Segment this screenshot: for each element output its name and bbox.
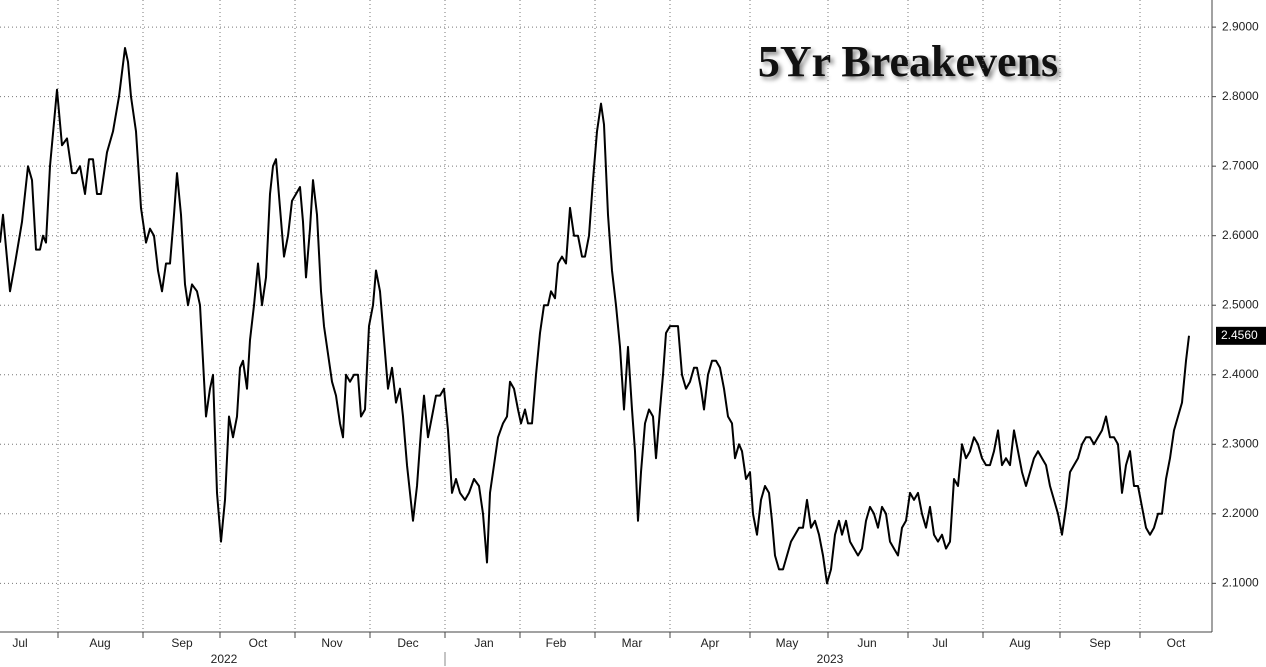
x-tick-label: Dec bbox=[397, 636, 418, 650]
y-tick-label: 2.6000 bbox=[1222, 228, 1259, 242]
x-tick-label: Jun bbox=[857, 636, 876, 650]
y-tick-label: 2.9000 bbox=[1222, 19, 1259, 33]
line-series bbox=[0, 47, 1190, 585]
y-tick-label: 2.1000 bbox=[1222, 576, 1259, 590]
x-tick-label: Jul bbox=[932, 636, 947, 650]
x-tick-label: May bbox=[776, 636, 799, 650]
last-value-label: 2.4560 bbox=[1221, 328, 1258, 342]
y-tick-label: 2.4000 bbox=[1222, 367, 1259, 381]
x-tick-label: Jul bbox=[12, 636, 27, 650]
y-tick-label: 2.2000 bbox=[1222, 506, 1259, 520]
y-tick-label: 2.7000 bbox=[1222, 158, 1259, 172]
year-label: 2023 bbox=[817, 652, 844, 666]
x-tick-label: Nov bbox=[321, 636, 342, 650]
x-tick-label: Feb bbox=[546, 636, 567, 650]
x-tick-label: Mar bbox=[622, 636, 643, 650]
x-tick-label: Sep bbox=[171, 636, 193, 650]
x-tick-label: Oct bbox=[1167, 636, 1186, 650]
y-tick-label: 2.3000 bbox=[1222, 436, 1259, 450]
x-tick-label: Sep bbox=[1089, 636, 1111, 650]
last-value-box bbox=[1216, 326, 1266, 345]
x-tick-label: Apr bbox=[701, 636, 720, 650]
x-tick-label: Aug bbox=[1009, 636, 1030, 650]
x-tick-label: Aug bbox=[89, 636, 110, 650]
chart-title: 5Yr Breakevens bbox=[758, 37, 1058, 86]
y-tick-label: 2.5000 bbox=[1222, 297, 1259, 311]
x-tick-label: Jan bbox=[474, 636, 493, 650]
x-tick-label: Oct bbox=[249, 636, 268, 650]
y-tick-label: 2.8000 bbox=[1222, 89, 1259, 103]
year-label: 2022 bbox=[211, 652, 238, 666]
